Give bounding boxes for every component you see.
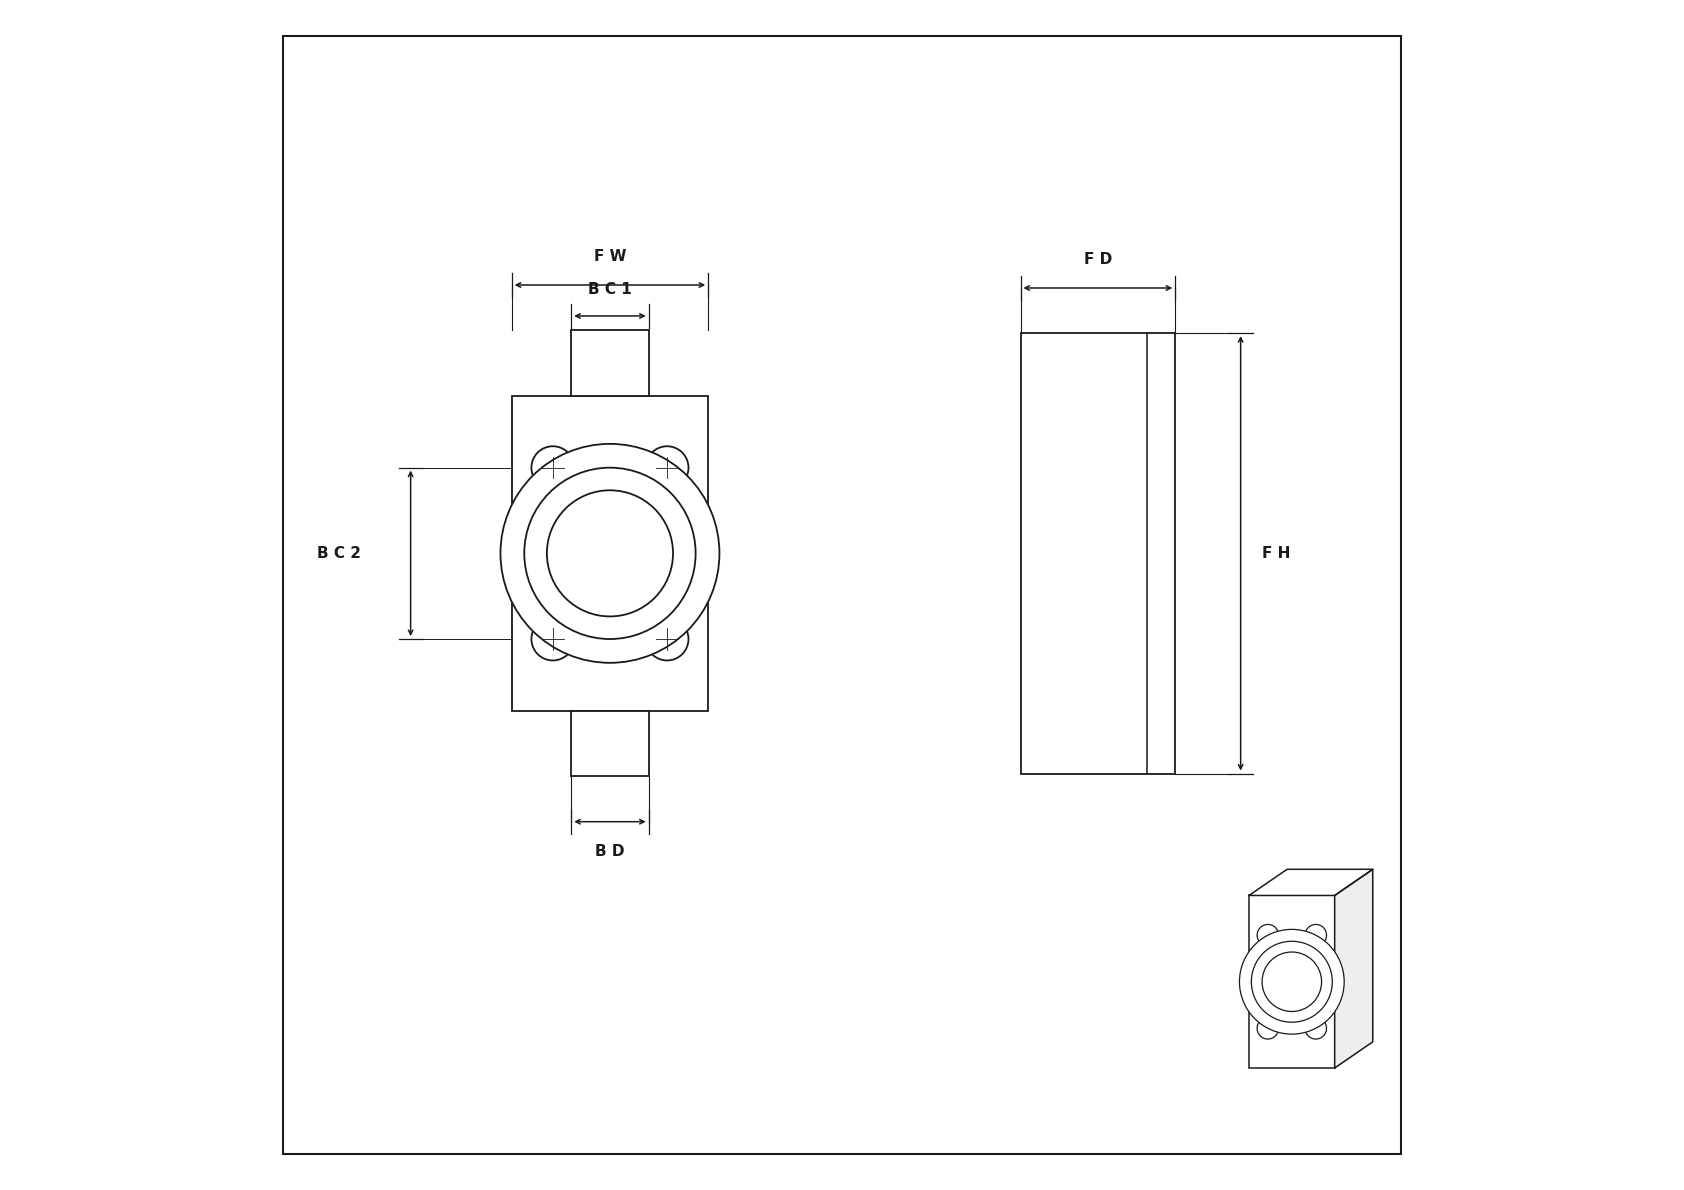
- Circle shape: [532, 446, 574, 489]
- Circle shape: [500, 444, 719, 663]
- Bar: [571, 331, 648, 396]
- Circle shape: [1239, 929, 1344, 1034]
- Circle shape: [1305, 1017, 1327, 1039]
- Polygon shape: [1335, 869, 1372, 1069]
- Circle shape: [1261, 952, 1322, 1011]
- Polygon shape: [1250, 869, 1372, 896]
- Bar: [571, 712, 648, 777]
- Circle shape: [1251, 941, 1332, 1022]
- Text: F W: F W: [594, 249, 626, 264]
- Text: B C 1: B C 1: [588, 282, 632, 298]
- Text: F H: F H: [1263, 546, 1290, 560]
- Circle shape: [524, 468, 695, 639]
- Circle shape: [645, 618, 689, 660]
- Circle shape: [645, 446, 689, 489]
- Circle shape: [1305, 925, 1327, 946]
- Circle shape: [547, 490, 674, 616]
- Circle shape: [532, 618, 574, 660]
- Bar: [512, 396, 709, 712]
- Circle shape: [1258, 1017, 1278, 1039]
- Text: B D: B D: [594, 844, 625, 859]
- Circle shape: [1258, 925, 1278, 946]
- Text: B C 2: B C 2: [317, 546, 362, 560]
- Bar: [1250, 895, 1335, 1069]
- Text: F D: F D: [1084, 252, 1111, 267]
- Bar: [1021, 333, 1175, 774]
